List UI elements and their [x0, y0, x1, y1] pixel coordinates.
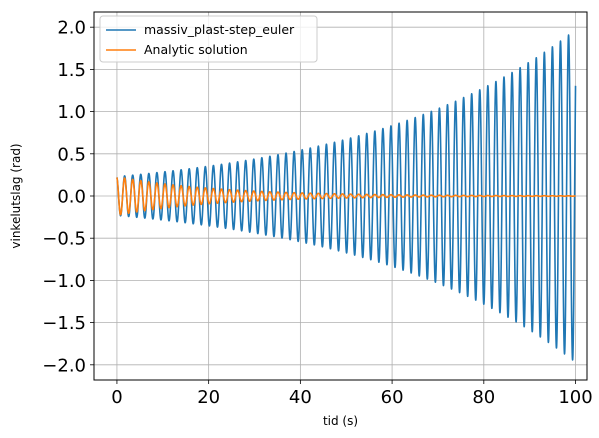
- y-tick-label: −1.5: [42, 313, 86, 334]
- legend-label-analytic: Analytic solution: [144, 42, 248, 57]
- y-tick-label: 2.0: [57, 18, 86, 39]
- x-tick-label: 100: [558, 387, 592, 408]
- y-axis-label: vinkelutslag (rad): [9, 143, 23, 248]
- y-tick-label: 1.0: [57, 102, 86, 123]
- y-tick-label: −1.0: [42, 271, 86, 292]
- y-tick-label: −0.5: [42, 229, 86, 250]
- legend-box: [99, 15, 318, 63]
- x-axis-label: tid (s): [323, 414, 358, 428]
- y-tick-label: 0.0: [57, 187, 86, 208]
- line-series-analytic: [116, 177, 577, 216]
- y-tick-label: 1.5: [57, 60, 86, 81]
- y-tick-label: −2.0: [42, 355, 86, 376]
- x-tick-label: 80: [472, 387, 495, 408]
- legend-label-euler: massiv_plast-step_euler: [144, 22, 295, 37]
- x-tick-label: 40: [289, 387, 312, 408]
- legend: massiv_plast-step_euler Analytic solutio…: [99, 15, 318, 63]
- data-series: [116, 34, 577, 361]
- x-tick-label: 60: [381, 387, 404, 408]
- axis-ticks: 0 20 40 60 80 100 2.0 1.5 1.0 0.5 0.0 −0.5 −1.0 −1.5 −…: [42, 18, 592, 408]
- y-tick-label: 0.5: [57, 144, 86, 165]
- x-tick-label: 0: [111, 387, 122, 408]
- line-series-euler: [116, 34, 577, 361]
- x-tick-label: 20: [197, 387, 220, 408]
